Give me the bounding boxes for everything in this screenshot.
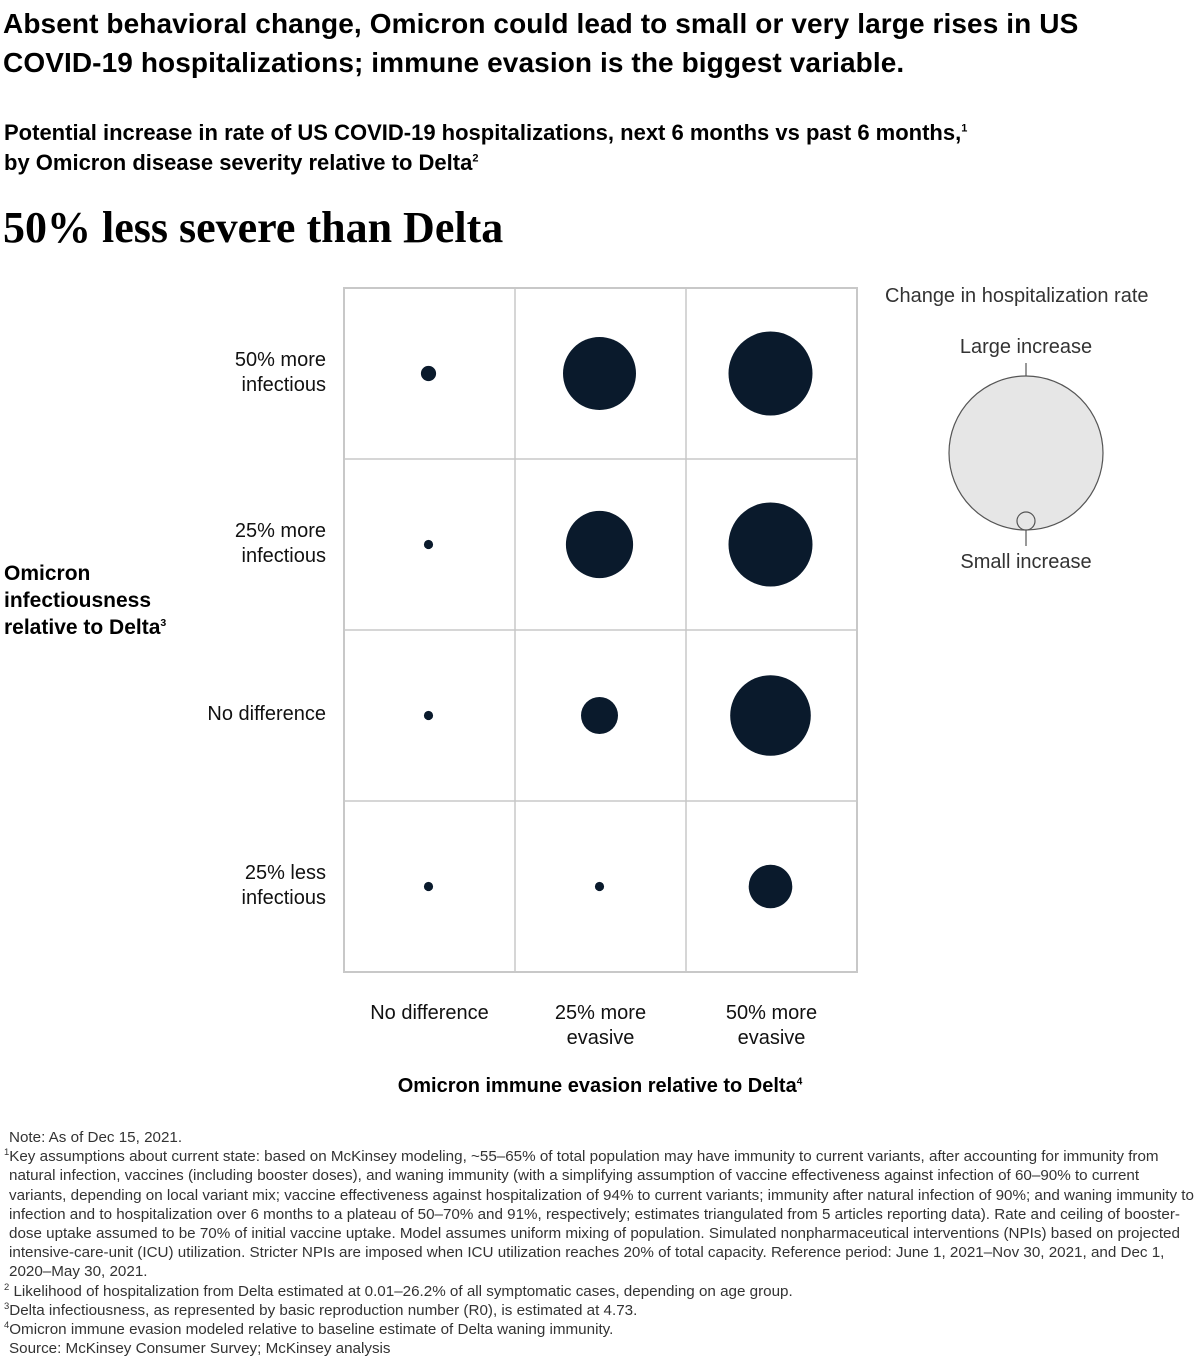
footnote-text: Key assumptions about current state: bas… (9, 1148, 1194, 1281)
y-axis-footnote-marker: 3 (160, 617, 167, 629)
footnote-marker: 2 (4, 1280, 10, 1292)
bubble (423, 539, 434, 550)
row-label: 50% more infectious (234, 348, 326, 396)
footnote-text: Delta infectiousness, as represented by … (9, 1301, 638, 1319)
chart-subtitle: Potential increase in rate of US COVID-1… (4, 118, 1184, 178)
bubble (581, 697, 618, 734)
source-line: Source: McKinsey Consumer Survey; McKins… (9, 1340, 391, 1358)
bubble (423, 710, 434, 721)
x-axis-footnote-marker: 4 (796, 1076, 803, 1088)
column-label: 50% more evasive (725, 1002, 818, 1049)
panel-title: 50% less severe than Delta (3, 203, 504, 252)
row-label: No difference (207, 703, 326, 725)
row-label: 25% more infectious (234, 519, 326, 567)
footnote-text: Omicron immune evasion modeled relative … (9, 1321, 614, 1339)
footnote-marker: 1 (4, 1146, 10, 1158)
legend-large-label: Large increase (959, 336, 1093, 358)
x-axis-title: Omicron immune evasion relative to Delta… (300, 1072, 900, 1100)
footnote-text: Likelihood of hospitalization from Delta… (9, 1282, 793, 1300)
bubble (730, 675, 811, 756)
footnote-2: 2 Likelihood of hospitalization from Del… (4, 1280, 1196, 1301)
footnote-marker: 4 (4, 1318, 10, 1330)
subtitle-line-1: Potential increase in rate of US COVID-1… (4, 120, 962, 145)
y-axis-title: Omicron infectiousness relative to Delta… (4, 560, 184, 641)
bubble (594, 881, 605, 892)
subtitle-footnote-marker-2: 2 (472, 152, 479, 165)
note-line: Note: As of Dec 15, 2021. (9, 1129, 183, 1146)
bubble (423, 881, 434, 892)
x-axis-title-text: Omicron immune evasion relative to Delta (397, 1075, 797, 1097)
bubble (563, 337, 636, 410)
bubble (565, 510, 634, 579)
bubble (728, 331, 813, 416)
bubble (420, 365, 437, 382)
subtitle-line-2: by Omicron disease severity relative to … (4, 150, 473, 175)
footnote-marker: 3 (4, 1299, 10, 1311)
y-axis-title-text: Omicron infectiousness relative to Delta (4, 562, 161, 639)
subtitle-footnote-marker-1: 1 (961, 122, 968, 135)
footnote-1: 1Key assumptions about current state: ba… (4, 1147, 1196, 1281)
footnote-3: 3Delta infectiousness, as represented by… (4, 1301, 1196, 1320)
legend-small-label: Small increase (960, 551, 1092, 573)
bubble (748, 864, 793, 909)
row-label: 25% less infectious (241, 861, 327, 909)
bubble (728, 502, 813, 587)
legend-large-circle (948, 375, 1104, 531)
footnotes: Note: As of Dec 15, 2021. 1Key assumptio… (4, 1128, 1196, 1358)
headline: Absent behavioral change, Omicron could … (3, 8, 1079, 78)
column-label: 25% more evasive (554, 1002, 647, 1049)
legend-small-circle (1016, 511, 1036, 531)
legend-title: Change in hospitalization rate (885, 285, 1149, 307)
column-label: No difference (370, 1002, 489, 1024)
footnote-4: 4Omicron immune evasion modeled relative… (4, 1320, 1196, 1339)
